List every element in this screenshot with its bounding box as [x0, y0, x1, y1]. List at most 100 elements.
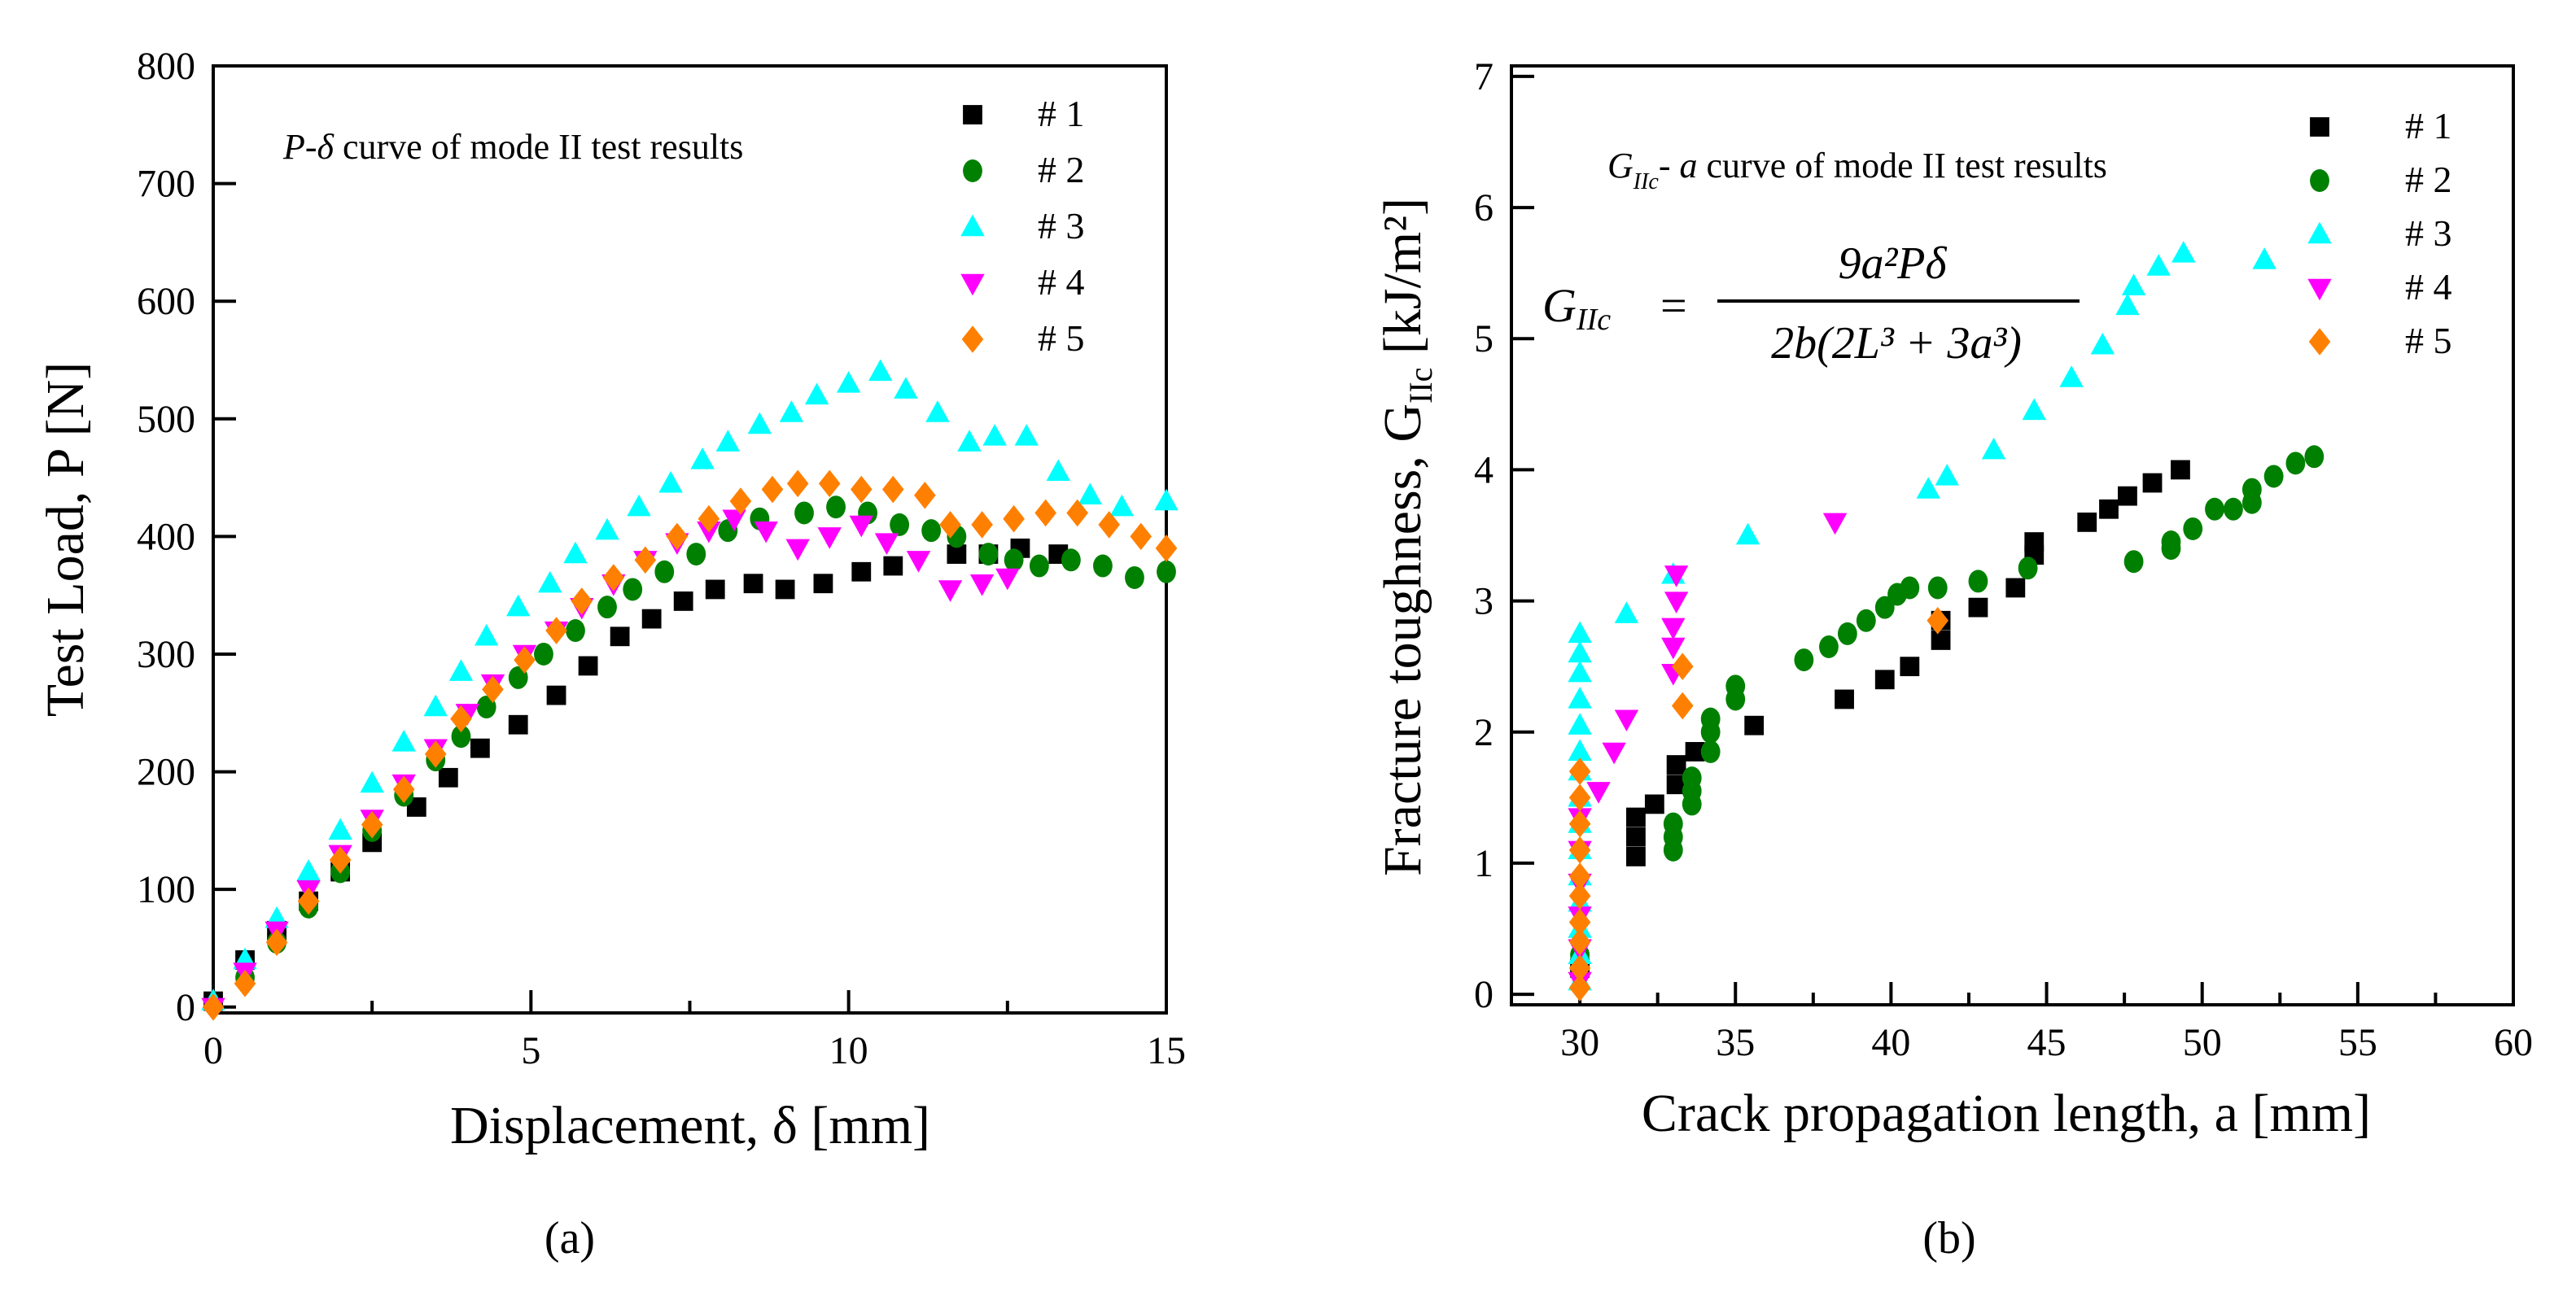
- data-point: [1644, 794, 1664, 814]
- series-2: [235, 495, 1176, 989]
- data-point: [1900, 576, 1920, 600]
- data-point: [1661, 637, 1686, 660]
- y-tick-label: 0: [1474, 973, 1494, 1016]
- data-point: [361, 810, 383, 839]
- data-point: [894, 377, 918, 399]
- data-point: [470, 738, 490, 758]
- y-tick-label: 1: [1474, 842, 1494, 885]
- data-point: [779, 400, 804, 422]
- data-point: [2005, 578, 2026, 598]
- data-point: [1744, 715, 1765, 735]
- data-point: [482, 675, 504, 704]
- data-point: [566, 619, 585, 643]
- data-point: [686, 543, 706, 566]
- legend-marker-1: [2310, 117, 2329, 137]
- data-point: [2161, 530, 2181, 554]
- data-point: [1014, 424, 1039, 446]
- data-point: [868, 359, 893, 382]
- data-point: [995, 568, 1020, 591]
- legend-marker-1: [963, 105, 982, 124]
- data-point: [1835, 689, 1854, 709]
- data-point: [1671, 692, 1694, 720]
- data-point: [729, 487, 752, 515]
- data-point: [906, 551, 931, 573]
- formula-numerator: 9a²Pδ: [1838, 238, 1947, 289]
- data-point: [1568, 810, 1591, 838]
- data-point: [2142, 473, 2163, 493]
- data-point: [690, 447, 715, 469]
- data-point: [1568, 882, 1591, 910]
- annotation-b: GIIc- a curve of mode II test results: [1607, 146, 2107, 194]
- data-point: [1927, 576, 1948, 600]
- data-point: [1157, 560, 1176, 583]
- data-point: [2090, 332, 2115, 355]
- data-point: [545, 617, 567, 644]
- data-point: [634, 546, 657, 574]
- data-point: [874, 533, 899, 556]
- data-point: [1155, 535, 1178, 562]
- data-point: [474, 623, 499, 646]
- data-point: [1927, 606, 1949, 635]
- plot-frame-b: [1510, 64, 2515, 1006]
- data-point: [2099, 499, 2119, 519]
- data-point: [786, 469, 809, 498]
- legend-label-1: # 1: [1038, 93, 1085, 134]
- formula: GIIc = 9a²Pδ 2b(2L³ + 3a³): [1542, 238, 2080, 369]
- data-point: [1794, 648, 1814, 672]
- data-point: [743, 574, 763, 594]
- data-point: [851, 561, 872, 582]
- data-point: [508, 666, 528, 689]
- data-point: [627, 494, 651, 517]
- y-tick-label: 700: [137, 163, 195, 206]
- data-point: [1626, 846, 1646, 866]
- data-point: [1125, 565, 1144, 589]
- data-point: [538, 570, 562, 593]
- y-tick-label: 400: [137, 515, 195, 558]
- data-point: [1568, 928, 1591, 956]
- data-point: [1874, 596, 1895, 619]
- data-point: [1034, 499, 1056, 527]
- data-point: [329, 846, 352, 874]
- data-point: [850, 475, 873, 504]
- legend-label-2: # 2: [1038, 149, 1085, 190]
- legend-marker-4: [2307, 278, 2332, 301]
- data-point: [578, 656, 598, 676]
- data-point: [673, 591, 693, 611]
- data-point: [1666, 775, 1686, 795]
- chart-b-toughness-crack-length: GIIc- a curve of mode II test results GI…: [1373, 55, 2533, 1264]
- x-tick-label: 40: [1871, 1021, 1910, 1064]
- data-point: [1671, 653, 1694, 680]
- data-point: [883, 556, 903, 576]
- data-point: [921, 519, 942, 543]
- data-point: [754, 521, 778, 543]
- legend-marker-4: [960, 273, 985, 296]
- y-tick-label: 2: [1474, 711, 1494, 754]
- data-point: [804, 382, 829, 405]
- x-tick-label: 15: [1147, 1029, 1186, 1072]
- data-point: [1093, 554, 1113, 578]
- data-point: [1061, 548, 1081, 572]
- series-5: [1568, 606, 1949, 1002]
- data-point: [234, 970, 256, 997]
- data-point: [1725, 674, 1746, 698]
- data-point: [534, 642, 553, 666]
- data-point: [1568, 783, 1591, 812]
- panel-label-a: (a): [545, 1213, 595, 1264]
- legend-marker-3: [960, 214, 985, 237]
- data-point: [747, 412, 772, 434]
- data-point: [514, 646, 536, 674]
- data-point: [623, 578, 643, 601]
- data-point: [1568, 908, 1591, 936]
- y-tick-label: 200: [137, 751, 195, 794]
- data-point: [982, 424, 1007, 446]
- legend-label-3: # 3: [1038, 205, 1085, 247]
- data-point: [2171, 241, 2196, 263]
- data-point: [2024, 532, 2045, 552]
- data-point: [761, 475, 784, 504]
- data-point: [2241, 478, 2262, 501]
- data-point: [1822, 513, 1848, 535]
- data-point: [882, 475, 904, 504]
- data-point: [2304, 445, 2325, 469]
- y-tick-label: 3: [1474, 580, 1494, 623]
